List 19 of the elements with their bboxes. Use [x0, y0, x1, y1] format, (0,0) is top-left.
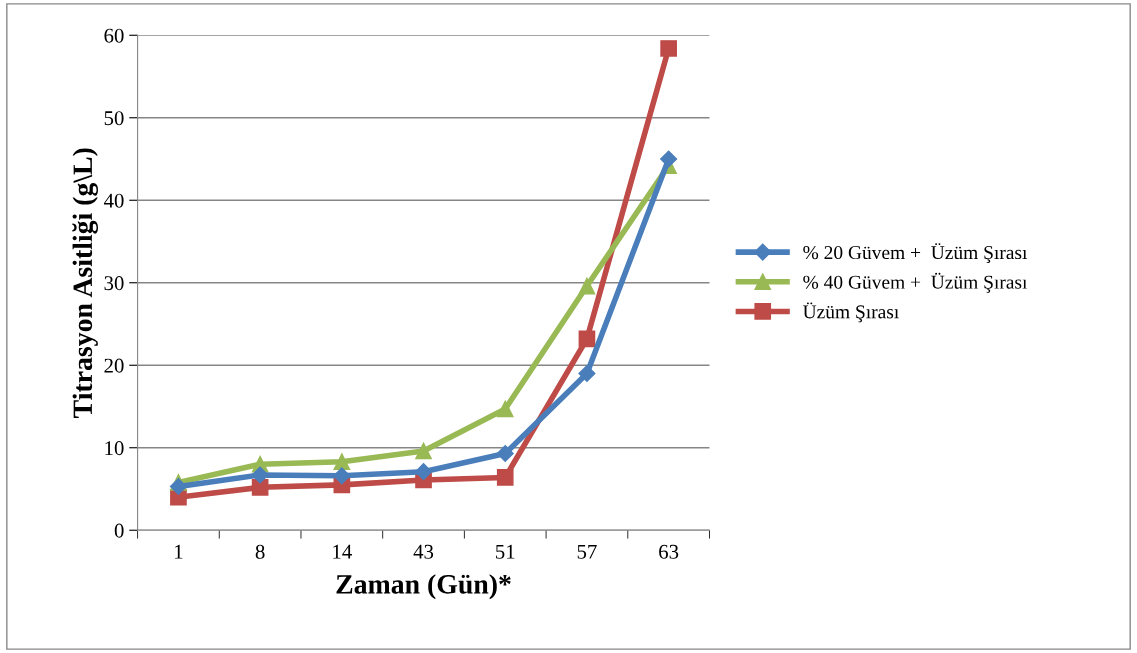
y-tick-label: 30 — [104, 276, 124, 291]
x-tick-label: 51 — [496, 544, 515, 559]
x-tick-label: 8 — [255, 544, 265, 559]
legend-label: % 40 Güvem + Üzüm Şırası — [803, 272, 1028, 293]
x-axis-title: Zaman (Gün)* — [336, 574, 511, 600]
x-tick-label: 57 — [577, 544, 597, 559]
legend-label: % 20 Güvem + Üzüm Şırası — [803, 243, 1028, 264]
y-tick-label: 50 — [104, 111, 124, 126]
x-tick-label: 63 — [659, 544, 679, 559]
x-tick-label: 14 — [333, 544, 352, 559]
y-tick-label: 10 — [105, 441, 124, 456]
legend-label: Üzüm Şırası — [803, 302, 899, 323]
y-tick-label: 0 — [114, 523, 124, 538]
y-tick-label: 40 — [103, 193, 124, 208]
y-tick-label: 20 — [104, 358, 124, 373]
x-tick-label: 1 — [175, 544, 183, 559]
y-axis-title: Titrasyon Asitliği (g\L) — [72, 148, 98, 418]
x-tick-label: 43 — [413, 544, 434, 559]
y-tick-label: 60 — [104, 28, 124, 43]
